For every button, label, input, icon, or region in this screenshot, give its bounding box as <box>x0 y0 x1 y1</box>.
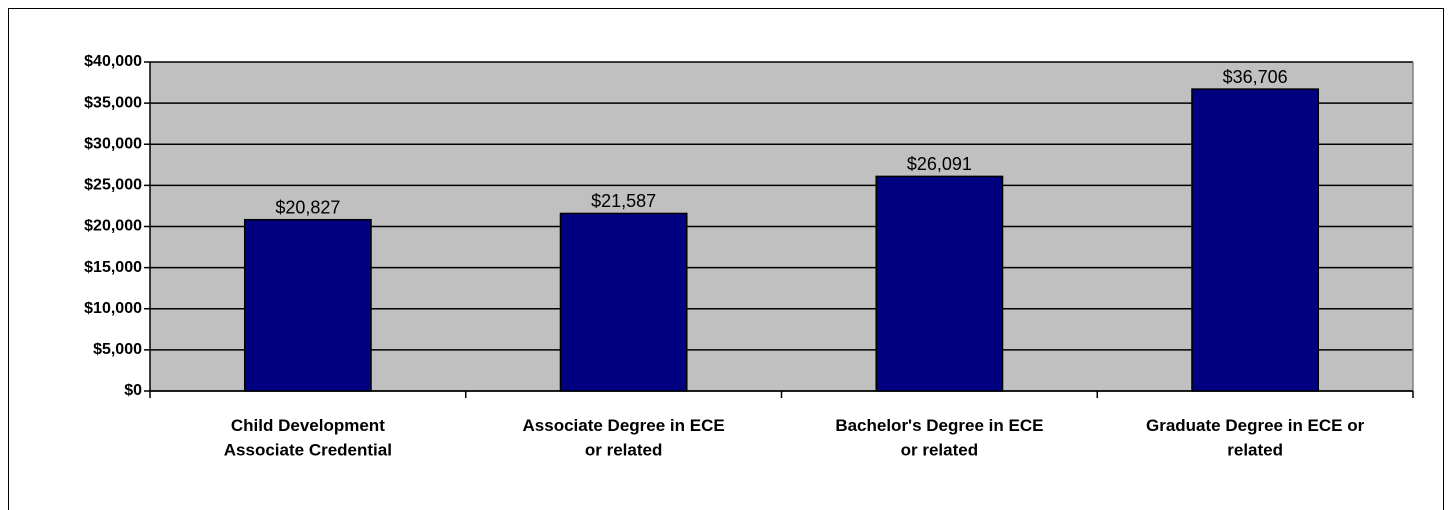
y-tick-label: $20,000 <box>84 218 142 235</box>
data-label: $21,587 <box>591 191 656 211</box>
bar <box>1191 88 1320 392</box>
y-tick-label: $25,000 <box>84 177 142 194</box>
x-tick-label: Associate Degree in ECE or related <box>523 416 725 460</box>
data-label: $36,706 <box>1223 67 1288 87</box>
bar <box>559 212 688 392</box>
data-label: $26,091 <box>907 154 972 174</box>
y-tick-label: $5,000 <box>93 341 142 358</box>
y-tick-label: $0 <box>124 382 142 399</box>
bar <box>875 175 1004 392</box>
x-tick-label: Bachelor's Degree in ECE or related <box>835 416 1043 460</box>
y-tick-label: $30,000 <box>84 135 142 152</box>
x-tick-label: Graduate Degree in ECE or related <box>1146 416 1365 460</box>
x-tick-label: Child Development Associate Credential <box>224 416 392 460</box>
data-label: $20,827 <box>275 197 340 217</box>
y-tick-label: $35,000 <box>84 94 142 111</box>
bar <box>243 218 372 392</box>
y-tick-label: $10,000 <box>84 300 142 317</box>
y-tick-label: $15,000 <box>84 259 142 276</box>
y-tick-label: $40,000 <box>84 53 142 70</box>
